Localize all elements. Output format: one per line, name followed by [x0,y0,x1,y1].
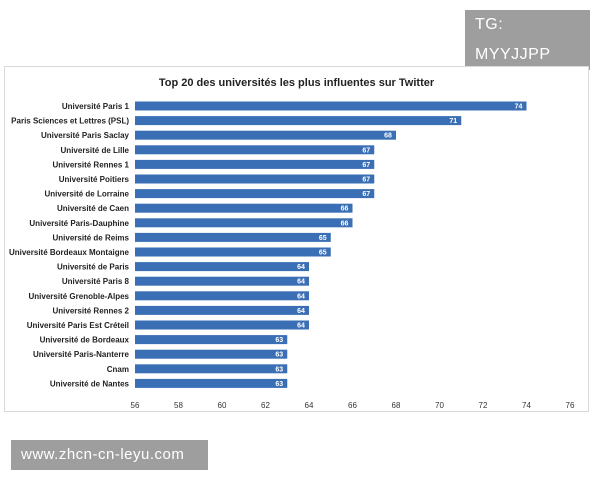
watermark-top: TG: MYYJJPP [465,10,590,70]
x-tick-label: 70 [435,401,444,410]
category-label: Paris Sciences et Lettres (PSL) [11,117,129,126]
category-label: Université de Reims [53,233,130,242]
data-label: 64 [297,264,305,271]
x-tick-label: 66 [348,401,357,410]
bar [135,159,375,169]
x-tick-label: 60 [218,401,227,410]
category-label: Université de Bordeaux [40,336,130,345]
category-label: Université de Paris [57,263,130,272]
bar [135,291,309,301]
bar-chart: Université Paris 1 74 Paris Sciences et Le… [9,101,575,410]
data-label: 67 [362,147,370,154]
data-label: 74 [515,104,523,111]
watermark-bottom: www.zhcn-cn-leyu.com [11,440,208,470]
data-label: 68 [384,133,392,140]
data-label: 63 [275,366,283,373]
data-label: 64 [297,323,305,330]
bar [135,276,309,286]
data-label: 71 [449,118,457,125]
category-label: Université Bordeaux Montaigne [9,248,130,257]
data-label: 63 [275,337,283,344]
x-tick-label: 56 [131,401,140,410]
category-label: Université Poitiers [59,175,130,184]
data-label: 66 [341,206,349,213]
category-label: Université Paris-Nanterre [33,350,130,359]
bar [135,130,396,140]
bar [135,247,331,257]
bar [135,262,309,272]
category-label: Université de Lille [61,146,130,155]
x-tick-label: 62 [261,401,270,410]
category-label: Université Paris Saclay [41,131,130,140]
data-label: 63 [275,381,283,388]
category-label: Université Paris-Dauphine [29,219,129,228]
category-label: Université Grenoble-Alpes [29,292,130,301]
x-tick-label: 74 [522,401,531,410]
category-label: Université Paris 8 [62,277,130,286]
bar [135,203,353,213]
category-label: Cnam [107,365,129,374]
bar [135,335,288,345]
x-tick-label: 72 [479,401,488,410]
chart-card: Top 20 des universités les plus influent… [4,66,589,412]
data-label: 66 [341,220,349,227]
data-label: 65 [319,250,327,257]
data-label: 65 [319,235,327,242]
bar [135,364,288,374]
bar [135,116,462,126]
data-label: 63 [275,352,283,359]
bar [135,232,331,242]
x-tick-label: 58 [174,401,183,410]
chart-title: Top 20 des universités les plus influent… [158,77,435,89]
x-tick-label: 64 [305,401,314,410]
category-label: Université Paris 1 [62,102,130,111]
category-label: Université Rennes 2 [53,306,130,315]
category-label: Université de Caen [57,204,129,213]
category-label: Université Paris Est Créteil [27,321,129,330]
bar [135,174,375,184]
data-label: 67 [362,177,370,184]
bar [135,145,375,155]
bar [135,189,375,199]
x-tick-label: 76 [566,401,575,410]
data-label: 67 [362,191,370,198]
data-label: 64 [297,308,305,315]
bar [135,349,288,359]
data-label: 64 [297,279,305,286]
bar [135,218,353,228]
bar [135,101,527,111]
data-label: 64 [297,293,305,300]
data-label: 67 [362,162,370,169]
bar [135,378,288,388]
x-tick-label: 68 [392,401,401,410]
category-label: Université de Nantes [50,379,130,388]
category-label: Université de Lorraine [45,190,130,199]
bar [135,305,309,315]
category-label: Université Rennes 1 [53,160,130,169]
bar [135,320,309,330]
